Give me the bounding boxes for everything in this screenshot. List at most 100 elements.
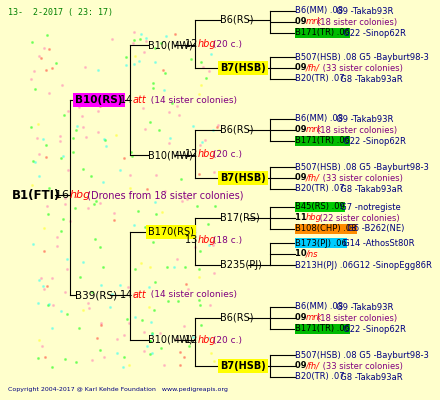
Point (211, 269, 218, 276)
Text: B6(RS): B6(RS) (220, 15, 253, 25)
Point (84, 204, 92, 211)
Point (146, 264, 153, 270)
Point (179, 198, 186, 204)
Point (100, 135, 107, 142)
Point (131, 61, 138, 68)
Point (61, 289, 68, 295)
Text: (33 sister colonies): (33 sister colonies) (320, 64, 403, 72)
Point (214, 124, 221, 130)
Point (207, 350, 214, 356)
Point (34, 300, 41, 306)
Point (146, 304, 153, 310)
Point (78, 112, 85, 119)
Text: B6(MM) .08: B6(MM) .08 (295, 302, 343, 312)
Text: /fh/: /fh/ (306, 174, 320, 182)
Point (160, 87, 167, 94)
Point (121, 332, 128, 338)
Point (152, 172, 159, 178)
Point (173, 255, 180, 262)
Point (158, 40, 165, 46)
Point (120, 354, 127, 360)
Point (147, 337, 154, 344)
Point (132, 53, 139, 60)
Text: (Drones from 18 sister colonies): (Drones from 18 sister colonies) (84, 190, 243, 200)
Point (185, 342, 192, 349)
Point (73, 358, 80, 365)
Point (135, 208, 142, 214)
Text: /ns: /ns (306, 250, 318, 258)
Point (196, 274, 203, 280)
Point (33, 135, 40, 141)
Text: hbg: hbg (198, 335, 216, 345)
Point (43, 142, 50, 148)
Point (58, 308, 65, 314)
Point (40, 225, 48, 232)
Text: Copyright 2004-2017 @ Karl Kehde Foundation   www.pedigreapis.org: Copyright 2004-2017 @ Karl Kehde Foundat… (8, 387, 228, 392)
Point (40, 44, 48, 51)
Text: G22 -Sinop62R: G22 -Sinop62R (338, 28, 406, 38)
Point (191, 244, 198, 250)
Text: 09: 09 (295, 362, 309, 370)
Text: 12: 12 (185, 39, 201, 49)
Point (157, 330, 164, 337)
Text: 14: 14 (120, 95, 136, 105)
Text: 09: 09 (295, 174, 309, 182)
Point (40, 286, 48, 292)
Point (159, 209, 166, 216)
Point (128, 153, 136, 159)
Point (139, 104, 146, 111)
Point (43, 67, 50, 74)
Text: mrk: mrk (306, 314, 322, 322)
Text: hbg: hbg (198, 149, 216, 159)
Text: (18 sister colonies): (18 sister colonies) (317, 314, 397, 322)
Text: B173(PJ) .06: B173(PJ) .06 (295, 238, 347, 248)
Text: B20(TR) .07: B20(TR) .07 (295, 184, 345, 194)
Point (211, 358, 218, 364)
Point (149, 80, 156, 86)
Point (64, 166, 71, 173)
Text: G7 -notregiste: G7 -notregiste (334, 202, 400, 212)
Point (91, 201, 98, 207)
Point (189, 123, 196, 129)
Point (197, 59, 204, 65)
Point (117, 167, 124, 174)
Point (39, 343, 46, 349)
Point (170, 264, 177, 270)
Point (196, 297, 203, 304)
Point (32, 159, 39, 166)
Point (35, 150, 42, 157)
Point (94, 67, 101, 73)
Point (40, 136, 47, 142)
Point (142, 224, 149, 230)
Text: G9 -Takab93R: G9 -Takab93R (331, 114, 393, 124)
Point (60, 112, 67, 118)
Text: B10(MW): B10(MW) (148, 40, 193, 50)
Point (130, 39, 137, 46)
Point (147, 319, 154, 325)
Point (207, 302, 214, 308)
Point (27, 124, 34, 131)
Point (214, 122, 221, 128)
Text: hbg: hbg (70, 190, 91, 200)
Text: B108(CHP) .08: B108(CHP) .08 (295, 224, 356, 234)
Point (106, 304, 113, 310)
Point (53, 60, 60, 66)
Point (152, 59, 159, 65)
Text: B20(TR) .07: B20(TR) .07 (295, 74, 345, 84)
Point (193, 203, 200, 210)
Point (197, 248, 204, 254)
Point (50, 301, 57, 308)
Point (208, 51, 215, 58)
Text: (14 sister colonies): (14 sister colonies) (145, 290, 237, 300)
Point (122, 62, 129, 68)
Text: B213H(PJ) .06G12 -SinopEgg86R: B213H(PJ) .06G12 -SinopEgg86R (295, 260, 432, 270)
Point (117, 282, 124, 288)
Point (141, 328, 148, 335)
Text: B171(TR) .06: B171(TR) .06 (295, 136, 350, 146)
Point (76, 325, 83, 332)
Point (57, 228, 64, 234)
Point (93, 335, 100, 341)
Point (184, 196, 191, 202)
Text: B170(RS): B170(RS) (148, 227, 194, 237)
Point (140, 347, 147, 354)
